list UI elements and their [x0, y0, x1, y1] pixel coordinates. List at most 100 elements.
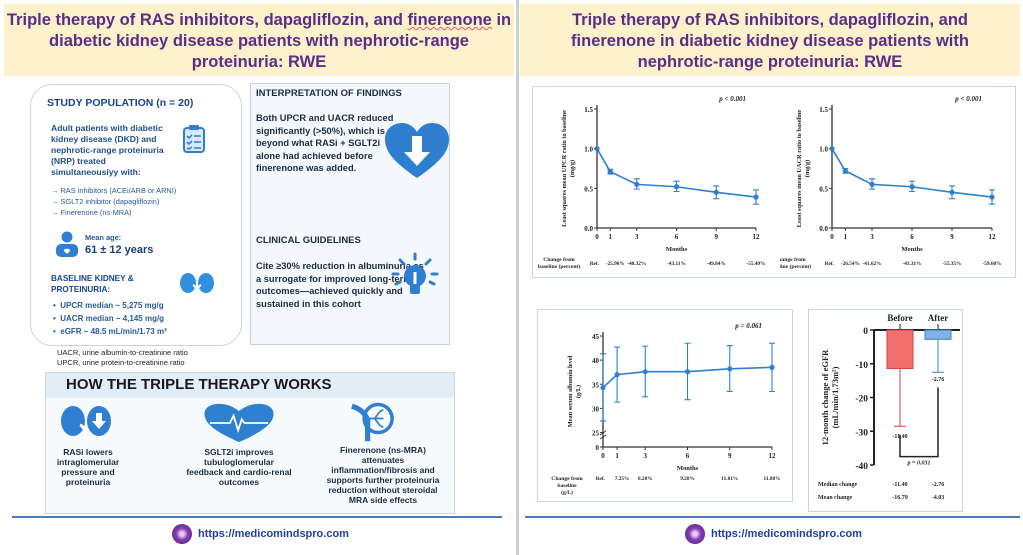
data-label: -2.76 — [932, 377, 945, 383]
url-text[interactable]: https://medicomindspro.com — [711, 528, 862, 540]
x-tick-label: 0 — [595, 233, 599, 241]
x-tick-label: 3 — [635, 233, 639, 241]
series-line — [831, 148, 993, 198]
change-value: 8.28% — [638, 476, 653, 482]
error-bar — [894, 368, 906, 427]
data-point — [600, 385, 606, 391]
y-tick-label: 35 — [592, 381, 600, 389]
change-value: 9.28% — [680, 476, 695, 482]
p-value: p = 0.031 — [907, 460, 931, 466]
kidneys-icon — [180, 273, 214, 295]
y-tick-label: -40 — [855, 462, 868, 472]
data-point — [684, 369, 691, 375]
change-value: -55.35% — [943, 261, 962, 267]
albumin-chart: 0 25 30 35 40 45 0 1 3 6 9 12 Months Mean serum album… — [551, 322, 780, 496]
right-title: Triple therapy of RAS inhibitors, dapagl… — [520, 4, 1020, 76]
error-bar — [932, 339, 944, 373]
change-value: -25.90% — [606, 261, 625, 267]
x-tick-label: 12 — [989, 233, 997, 241]
baseline-item: • UPCR median ~ 5,275 mg/g — [53, 301, 164, 310]
data-point — [869, 181, 875, 187]
x-tick-label: 9 — [715, 233, 719, 241]
data-point — [614, 372, 620, 378]
baseline-list: • UPCR median ~ 5,275 mg/g • UACR median… — [53, 299, 167, 338]
how-heading: HOW THE TRIPLE THERAPY WORKS — [46, 373, 454, 398]
p-value: p < 0.001 — [954, 95, 982, 103]
y-axis-label: Least squares mean UPCR ratio to baselin… — [561, 110, 576, 227]
clipboard-icon — [183, 125, 205, 153]
logo-icon — [172, 524, 192, 544]
bar — [924, 329, 952, 340]
x-tick-label: 6 — [686, 452, 690, 460]
patient-icon — [56, 231, 78, 257]
footer-link[interactable]: https://medicomindspro.com — [172, 524, 349, 544]
y-tick-label: 0 — [596, 444, 600, 452]
x-tick-label: 1 — [609, 233, 613, 241]
data-point — [713, 189, 719, 195]
baseline-text: eGFR ~ 48.5 mL/min/1.73 m² — [60, 327, 167, 336]
change-value: Ref. — [825, 261, 835, 267]
x-tick-label: 0 — [601, 452, 605, 460]
drug-label: SGLT2 inhibitor (dapagliflozin) — [60, 197, 160, 206]
drug-label: RAS inhibitors (ACEi/ARB or ARNI) — [60, 186, 177, 195]
y-tick-label: 45 — [592, 333, 600, 341]
y-tick-label: 40 — [592, 357, 600, 365]
significance-bracket — [899, 387, 939, 458]
footer-link[interactable]: https://medicomindspro.com — [685, 524, 862, 544]
y-tick-label: 0.5 — [819, 185, 828, 193]
interpretation-text: Both UPCR and UACR reduced significantly… — [256, 113, 394, 174]
guidelines-text: Cite ≥30% reduction in albuminuria as a … — [256, 261, 424, 309]
x-axis-label: Months — [666, 246, 688, 253]
change-value: Ref. — [590, 261, 600, 267]
row-value: -16.79 — [892, 495, 908, 501]
y-tick-label: 0.0 — [819, 225, 828, 233]
data-point — [989, 194, 995, 200]
y-tick-label: 30 — [592, 405, 600, 413]
footnotes: UACR, urine albumin-to-creatinine ratio … — [57, 348, 188, 368]
heart-ecg-icon — [204, 403, 274, 443]
row-value: -2.76 — [932, 482, 945, 488]
data-point — [949, 189, 955, 195]
data-point — [769, 364, 775, 370]
row-label: Median change — [818, 482, 858, 488]
heart-down-arrow-icon — [385, 123, 449, 178]
data-point — [594, 146, 600, 152]
interpretation-heading: INTERPRETATION OF FINDINGS — [256, 88, 402, 99]
title-text: in diabetic kidney disease patients with… — [49, 11, 512, 71]
left-title: Triple therapy of RAS inhibitors, dapagl… — [4, 4, 514, 76]
series-line — [596, 148, 757, 198]
change-value: -43.11% — [667, 261, 686, 267]
change-value: -55.49% — [747, 261, 766, 267]
study-heading: STUDY POPULATION (n = 20) — [47, 97, 194, 109]
bar — [886, 329, 914, 369]
change-value: -59.60% — [983, 261, 1002, 267]
drug-item: → SGLT2 inhibitor (dapagliflozin) — [51, 197, 160, 206]
y-tick-label: -10 — [855, 361, 868, 371]
data-point — [842, 168, 848, 174]
x-tick-label: 0 — [830, 233, 834, 241]
baseline-item: • UACR median ~ 4,145 mg/g — [53, 314, 165, 323]
lightbulb-icon — [391, 252, 439, 294]
change-value: -43.31% — [903, 261, 922, 267]
study-population-card: STUDY POPULATION (n = 20) Adult patients… — [30, 84, 242, 346]
baseline-heading: BASELINE KIDNEY & PROTEINURIA: — [51, 274, 134, 294]
change-value: -40.32% — [627, 261, 646, 267]
change-value: 7.25% — [615, 476, 630, 482]
change-value: Ref. — [596, 476, 606, 482]
baseline-text: UACR median ~ 4,145 mg/g — [60, 314, 165, 323]
y-tick-label: 0.0 — [584, 225, 593, 233]
kidney-down-arrow-icon — [61, 406, 111, 441]
change-value: -49.84% — [707, 261, 726, 267]
y-tick-label: 25 — [592, 430, 600, 438]
y-axis-label: Mean serum albumin level(g/L) — [567, 355, 582, 427]
data-point — [909, 184, 915, 190]
row-value: -11.40 — [892, 482, 907, 488]
y-tick-label: 1.5 — [819, 106, 828, 114]
url-text[interactable]: https://medicomindspro.com — [198, 528, 349, 540]
row-label: Mean change — [818, 495, 853, 501]
interpretation-card: INTERPRETATION OF FINDINGS Both UPCR and… — [250, 83, 450, 345]
p-value: p < 0.001 — [718, 95, 746, 103]
drug-label: Finerenone (ns-MRA) — [60, 208, 132, 217]
